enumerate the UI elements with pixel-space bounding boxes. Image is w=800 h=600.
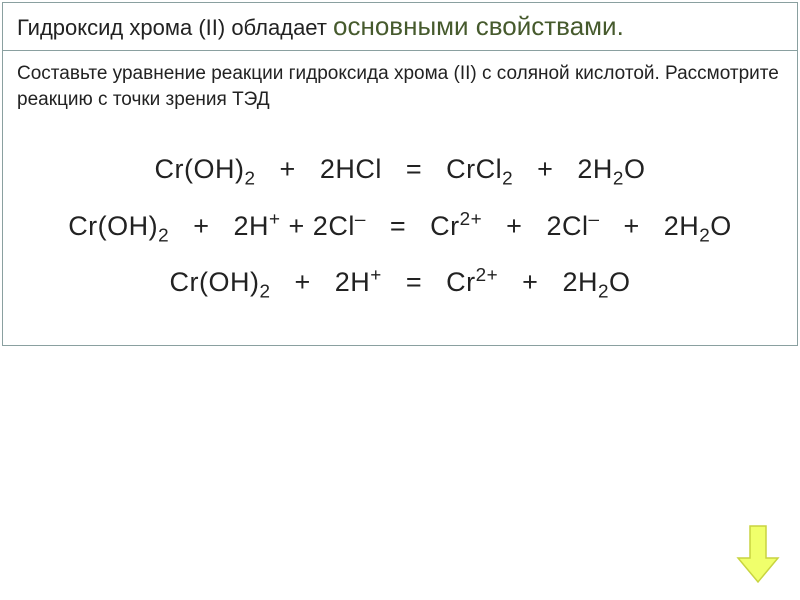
slide-container: Гидроксид хрома (II) обладает основными … [2, 2, 798, 346]
equation-full-ionic: Cr(OH)2 + 2H+ + 2Cl– = Cr2+ + 2Cl– + 2H2… [13, 209, 787, 247]
task-row: Составьте уравнение реакции гидроксида х… [3, 51, 797, 126]
title-accent: основными свойствами. [333, 11, 624, 41]
equation-net-ionic: Cr(OH)2 + 2H+ = Cr2+ + 2H2O [13, 265, 787, 303]
title-row: Гидроксид хрома (II) обладает основными … [3, 3, 797, 51]
title-plain: Гидроксид хрома (II) обладает [17, 15, 333, 40]
down-arrow-icon[interactable] [736, 524, 780, 584]
arrow-path [738, 526, 778, 582]
equations-block: Cr(OH)2 + 2HCl = CrCl2 + 2H2O Cr(OH)2 + … [3, 126, 797, 345]
task-text: Составьте уравнение реакции гидроксида х… [17, 63, 779, 110]
equation-molecular: Cr(OH)2 + 2HCl = CrCl2 + 2H2O [13, 154, 787, 190]
